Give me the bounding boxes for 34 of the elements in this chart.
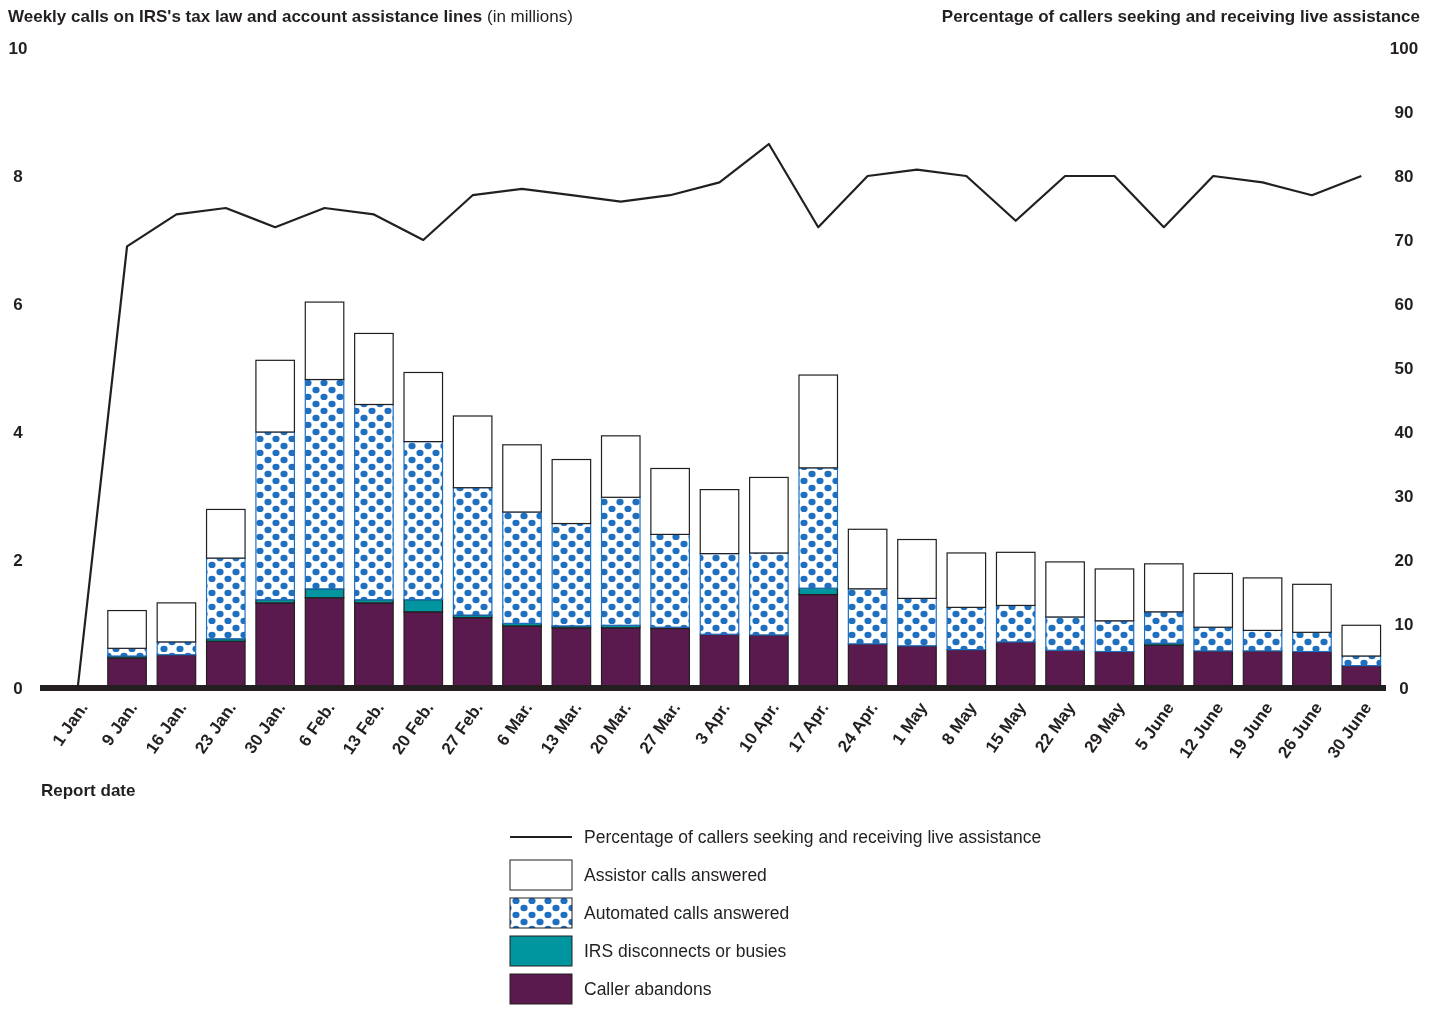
x-tick-label: 13 Feb. [338, 698, 389, 758]
y2-tick-label: 60 [1394, 294, 1414, 314]
x-tick-label: 9 Jan. [97, 698, 142, 750]
y2-tick-label: 80 [1394, 166, 1414, 186]
x-tick-label: 27 Feb. [437, 698, 487, 758]
y-tick-label: 2 [13, 550, 23, 570]
y-tick-label: 10 [8, 38, 28, 58]
legend-label: IRS disconnects or busies [584, 941, 787, 962]
y-tick-label: 0 [13, 678, 23, 698]
y2-tick-label: 70 [1394, 230, 1414, 250]
x-tick-label: 6 Feb. [294, 698, 339, 750]
y2-tick-label: 0 [1399, 678, 1409, 698]
y2-tick-label: 50 [1394, 358, 1414, 378]
legend-label: Assistor calls answered [584, 865, 767, 886]
legend-label: Automated calls answered [584, 903, 790, 924]
y-axis-title: Weekly calls on IRS's tax law and account assistance lines (in millions) [8, 7, 573, 26]
x-tick-label: 20 Feb. [388, 698, 438, 758]
x-tick-label: 16 Jan. [141, 698, 191, 757]
legend-label: Caller abandons [584, 979, 712, 1000]
y2-axis-title: Percentage of callers seeking and receiving live assistance [941, 7, 1420, 26]
x-tick-label: 1 Jan. [48, 698, 92, 750]
x-tick-label: 23 Jan. [191, 698, 240, 757]
x-axis-title: Report date [41, 781, 136, 800]
y-tick-label: 8 [13, 166, 23, 186]
x-tick-label: 30 Jan. [240, 698, 290, 757]
y2-tick-label: 30 [1394, 486, 1414, 506]
y2-tick-label: 40 [1394, 422, 1414, 442]
y2-tick-label: 10 [1394, 614, 1414, 634]
y-tick-label: 4 [13, 422, 24, 442]
y2-tick-label: 90 [1394, 102, 1414, 122]
y-tick-label: 6 [13, 294, 23, 314]
y2-tick-label: 20 [1394, 550, 1414, 570]
legend-label: Percentage of callers seeking and receiving live assistance [584, 827, 1042, 848]
y2-tick-label: 100 [1389, 38, 1419, 58]
